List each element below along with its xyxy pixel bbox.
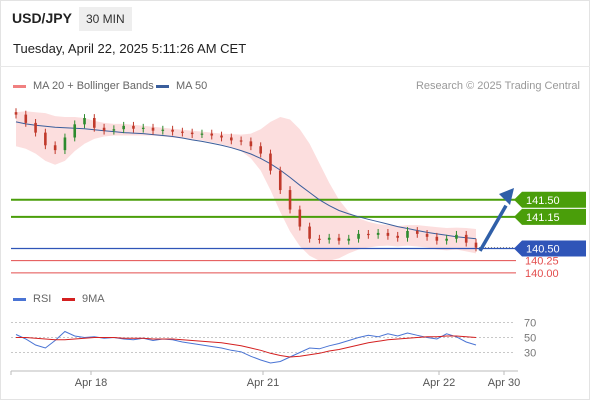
forecast-arrow-head <box>499 188 514 205</box>
candle-body <box>44 132 47 146</box>
candle-body <box>308 226 311 239</box>
level-label: 141.50 <box>526 195 560 207</box>
x-tick-label: Apr 21 <box>247 377 279 389</box>
candle-body <box>396 235 400 238</box>
candle-body <box>181 131 184 133</box>
rsi-line <box>15 330 477 364</box>
candle-body <box>112 129 116 131</box>
rsi-swatch <box>13 297 26 301</box>
candle-body <box>464 234 468 243</box>
candle-body <box>73 124 77 138</box>
candle-body <box>34 122 37 133</box>
candle-body <box>474 242 478 248</box>
level-label: 140.00 <box>525 268 559 280</box>
candle-body <box>327 237 331 240</box>
legend-ma50-label: MA 50 <box>176 80 208 92</box>
legend-rsi-ma-label: 9MA <box>82 293 105 305</box>
legend-rsi-ma: 9MA <box>62 293 105 305</box>
x-tick-label: Apr 22 <box>423 377 455 389</box>
rsi-tick-label: 50 <box>524 333 536 345</box>
rsi-ma-line <box>16 335 477 358</box>
candle-body <box>239 140 243 142</box>
timeframe-badge[interactable]: 30 MIN <box>79 7 132 31</box>
candle-body <box>92 118 96 128</box>
legend-rsi-label: RSI <box>33 293 52 305</box>
candle-body <box>249 141 253 147</box>
bollinger-band-fill <box>16 111 476 261</box>
candle-body <box>357 233 360 239</box>
candle-body <box>406 230 409 238</box>
legend-ma50: MA 50 <box>156 80 207 92</box>
candle-body <box>455 234 458 239</box>
legend-bollinger-label: MA 20 + Bollinger Bands <box>33 80 154 92</box>
candle-body <box>435 236 439 241</box>
candle-body <box>298 209 302 227</box>
candle-body <box>288 190 292 210</box>
candle-body <box>151 127 155 131</box>
rsi-ma-swatch <box>62 297 75 301</box>
candle-body <box>376 232 380 235</box>
bollinger-swatch <box>13 84 26 88</box>
level-label: 140.25 <box>525 256 559 268</box>
candle-body <box>171 129 174 132</box>
candle-body <box>190 132 194 135</box>
candle-body <box>415 230 419 234</box>
candle-body <box>367 233 370 236</box>
candle-body <box>318 238 321 240</box>
level-tag-resistance <box>514 208 586 225</box>
candle-body <box>53 145 57 151</box>
candle-body <box>122 125 125 130</box>
candle-body <box>24 114 28 123</box>
ma50-line <box>15 121 477 240</box>
ma50-swatch <box>156 84 169 88</box>
candle-body <box>259 146 262 154</box>
forecast-arrow-shaft <box>478 204 508 252</box>
candle-body <box>141 127 145 129</box>
level-label: 141.15 <box>526 212 560 224</box>
candle-body <box>210 133 214 136</box>
candle-body <box>83 118 86 125</box>
legend-bollinger: MA 20 + Bollinger Bands <box>13 80 154 92</box>
candle-body <box>230 137 233 141</box>
level-tag-pivot <box>514 240 586 257</box>
candle-body <box>445 238 448 241</box>
level-label: 140.50 <box>526 243 560 255</box>
x-tick-label: Apr 18 <box>75 377 107 389</box>
candle-body <box>132 125 135 129</box>
legend-rsi: RSI <box>13 293 51 305</box>
candle-body <box>14 112 18 115</box>
level-tag-resistance <box>514 191 586 208</box>
candle-body <box>337 237 341 241</box>
timestamp: Tuesday, April 22, 2025 5:11:26 AM CET <box>13 41 247 56</box>
candle-body <box>102 127 106 131</box>
candle-body <box>425 233 429 237</box>
candle-body <box>278 170 282 191</box>
candle-body <box>161 129 165 131</box>
source-credit: Research © 2025 Trading Central <box>415 80 580 92</box>
rsi-tick-label: 30 <box>524 348 536 360</box>
x-tick-label: Apr 30 <box>488 377 520 389</box>
rsi-tick-label: 70 <box>524 318 536 330</box>
candle-body <box>220 135 223 138</box>
currency-pair: USD/JPY <box>12 10 72 26</box>
candle-body <box>386 232 390 236</box>
candle-body <box>200 133 204 135</box>
candle-body <box>269 153 272 171</box>
candle-body <box>63 137 67 151</box>
header-divider <box>0 66 590 67</box>
candle-body <box>347 238 351 241</box>
